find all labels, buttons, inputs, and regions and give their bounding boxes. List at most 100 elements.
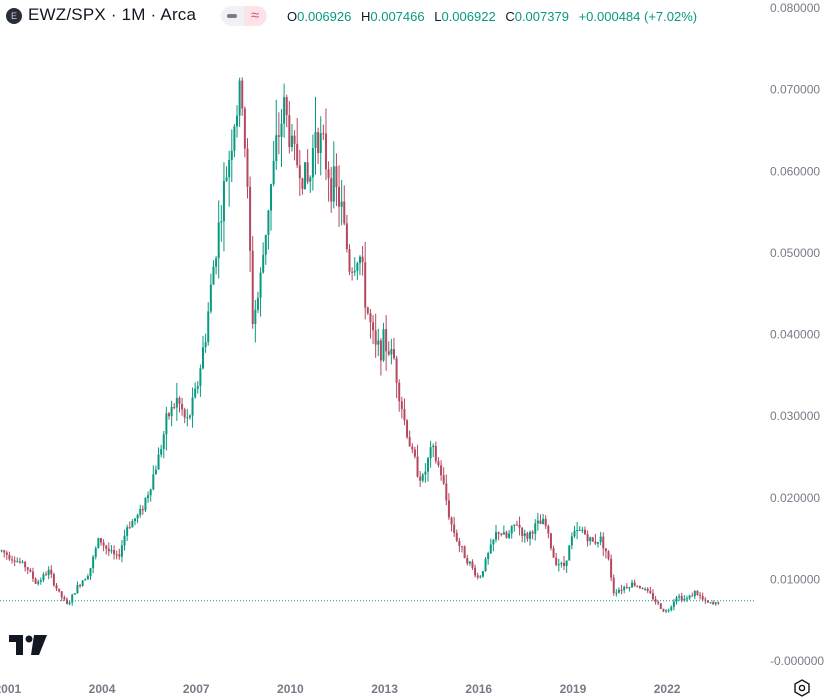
x-tick-label: 2022 — [654, 682, 681, 696]
candle-body — [222, 180, 225, 222]
candle-body — [667, 610, 670, 612]
candle-body — [502, 532, 505, 535]
candle-body — [413, 449, 416, 457]
candle-body — [403, 409, 406, 421]
candle-body — [324, 133, 327, 170]
wave-icon[interactable]: ≈ — [244, 6, 266, 26]
candle-body — [487, 553, 490, 560]
candle-body — [518, 524, 521, 528]
legend-pill[interactable]: ≈ — [221, 6, 267, 26]
candle-body — [144, 498, 147, 511]
candle-body — [479, 576, 482, 578]
candle-body — [16, 561, 19, 563]
candle-body — [623, 586, 626, 591]
close-value: 0.007379 — [514, 9, 569, 24]
candle-body — [549, 533, 552, 549]
candle-body — [42, 574, 45, 581]
candle-body — [141, 509, 144, 511]
candle-body — [34, 578, 37, 584]
candle-body — [395, 358, 398, 383]
candle-body — [542, 518, 545, 524]
candle-body — [79, 585, 82, 587]
candle-body — [157, 454, 160, 470]
candle-body — [29, 569, 32, 572]
candle-body — [262, 254, 265, 273]
candle-body — [657, 602, 660, 604]
candle-body — [513, 524, 516, 526]
candle-body — [58, 588, 61, 592]
candle-body — [317, 132, 320, 154]
candle-body — [290, 135, 293, 147]
candle-body — [13, 560, 16, 562]
candle-body — [474, 567, 477, 576]
candle-body — [589, 537, 592, 542]
settings-gear-icon[interactable] — [793, 679, 811, 697]
x-tick-label: 2004 — [89, 682, 116, 696]
candle-body — [304, 162, 307, 190]
candle-body — [162, 434, 165, 450]
candle-body — [429, 447, 432, 459]
candle-body — [327, 169, 330, 179]
candle-body — [113, 550, 116, 555]
candle-body — [256, 297, 259, 310]
candle-body — [322, 133, 325, 135]
candle-body — [220, 221, 223, 223]
candle-body — [118, 554, 121, 557]
candle-body — [288, 115, 291, 147]
candle-body — [225, 177, 228, 181]
candle-body — [8, 554, 11, 560]
candle-body — [597, 542, 600, 544]
candle-body — [147, 495, 150, 499]
candle-body — [11, 559, 14, 561]
candle-body — [249, 186, 252, 251]
candle-body — [335, 166, 338, 188]
candle-body — [102, 542, 105, 546]
candle-body — [604, 548, 607, 552]
candle-body — [215, 258, 218, 267]
candle-body — [599, 536, 602, 543]
candle-body — [481, 571, 484, 577]
candle-body — [419, 476, 422, 481]
candle-body — [651, 593, 654, 600]
candle-body — [94, 548, 97, 557]
candle-body — [139, 509, 142, 515]
symbol-title[interactable]: EWZ/SPX · 1M · Arca — [28, 5, 197, 24]
candle-body — [379, 340, 382, 361]
candle-body — [238, 80, 241, 116]
candle-body — [340, 201, 343, 207]
candle-body — [628, 587, 631, 589]
candle-body — [241, 80, 244, 109]
candle-body — [154, 469, 157, 475]
candle-body — [246, 148, 249, 187]
candle-body — [534, 523, 537, 534]
y-tick-label: 0.070000 — [770, 83, 820, 97]
candle-body — [5, 552, 8, 555]
y-tick-label: 0.030000 — [770, 409, 820, 423]
candle-body — [275, 135, 278, 162]
candle-body — [712, 602, 715, 605]
candle-body — [447, 500, 450, 518]
candle-body — [311, 147, 314, 178]
tradingview-logo-icon[interactable] — [9, 635, 47, 655]
candle-body — [377, 340, 380, 345]
candle-body — [680, 596, 683, 601]
candle-body — [126, 527, 129, 536]
candle-body — [432, 445, 435, 448]
candle-body — [641, 588, 644, 590]
candle-body — [31, 571, 34, 579]
minus-icon[interactable] — [227, 14, 237, 18]
candle-body — [204, 342, 207, 348]
symbol-icon[interactable]: E — [6, 8, 22, 24]
high-label: H — [360, 9, 371, 24]
y-tick-label: 0.060000 — [770, 164, 820, 178]
candle-body — [691, 595, 694, 597]
candle-body — [497, 532, 500, 534]
candle-body — [207, 311, 210, 343]
candle-body — [366, 307, 369, 314]
candle-body — [565, 560, 568, 566]
candle-body — [170, 406, 173, 417]
candle-body — [460, 546, 463, 548]
candle-body — [654, 599, 657, 603]
candle-body — [191, 397, 194, 416]
